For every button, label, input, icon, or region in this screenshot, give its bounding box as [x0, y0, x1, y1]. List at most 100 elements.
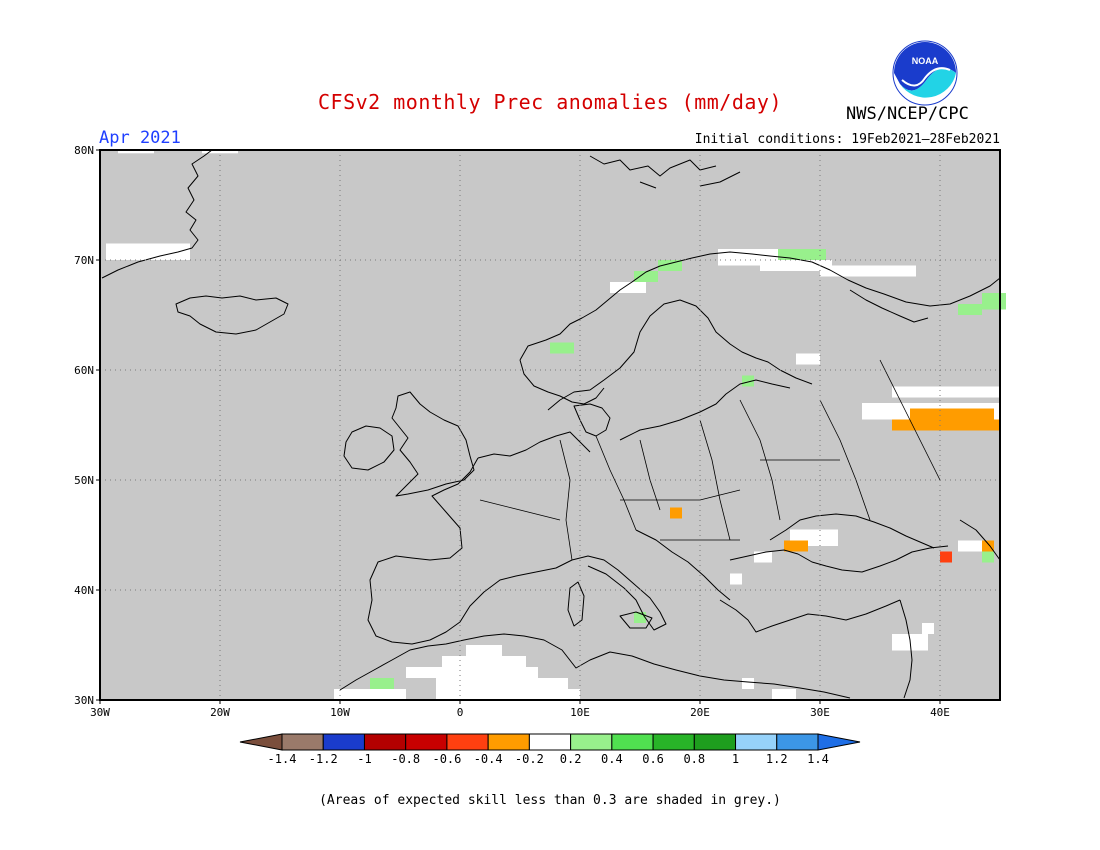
colorbar-box — [776, 733, 819, 751]
anomaly-cell — [106, 243, 190, 260]
colorbar-tick-label: 0.4 — [601, 752, 623, 766]
anomaly-cell — [670, 507, 682, 519]
anomaly-cell — [796, 353, 820, 365]
colorbar-box — [322, 733, 365, 751]
colorbar-tick-label: -1.2 — [309, 752, 338, 766]
coastline-ireland — [343, 425, 395, 471]
colorbar-arrow-high — [817, 733, 861, 751]
anomaly-cell — [610, 282, 646, 293]
anomaly-cell — [778, 249, 802, 260]
anomaly-cell — [550, 342, 574, 354]
colorbar-tick-label: 0.8 — [683, 752, 705, 766]
coastline-north-africa — [339, 633, 851, 699]
anomaly-cell — [982, 540, 994, 552]
anomaly-cell — [802, 249, 826, 260]
colorbar-box — [735, 733, 778, 751]
coastline-svalbard — [589, 155, 741, 189]
coastline-sardinia-corsica — [567, 581, 585, 627]
colorbar-tick-label: -0.6 — [432, 752, 461, 766]
colorbar-box — [611, 733, 654, 751]
y-tick-label: 60N — [74, 364, 94, 377]
colorbar-tick-label: -1 — [357, 752, 371, 766]
coastline-black-sea — [769, 513, 935, 549]
anomaly-cell — [442, 656, 526, 667]
y-tick-label: 50N — [74, 474, 94, 487]
map-frame — [99, 149, 1001, 701]
map-gridlines — [100, 150, 1000, 700]
skill-footnote: (Areas of expected skill less than 0.3 a… — [319, 793, 781, 808]
anomaly-cell — [940, 551, 952, 563]
initial-conditions: Initial conditions: 19Feb2021–28Feb2021 — [694, 132, 1000, 147]
colorbar-box — [363, 733, 407, 751]
anomaly-cell — [922, 623, 934, 634]
forecast-month: Apr 2021 — [99, 128, 181, 148]
noaa-logo-text: NOAA — [912, 56, 939, 66]
anomaly-cell — [370, 678, 394, 689]
anomaly-cell — [742, 375, 754, 387]
colorbar-tick-label: 1.2 — [766, 752, 788, 766]
anomaly-cell — [958, 304, 982, 315]
colorbar-box — [487, 733, 530, 751]
map-background — [100, 150, 1000, 700]
y-tick-label: 40N — [74, 584, 94, 597]
anomaly-cell — [658, 260, 682, 271]
x-tick-label: 30W — [90, 706, 110, 719]
coastline-great-britain — [391, 391, 475, 497]
colorbar-box — [528, 733, 572, 751]
anomaly-cell — [634, 612, 646, 623]
colorbar-tick-label: 0.6 — [642, 752, 664, 766]
agency-label: NWS/NCEP/CPC — [846, 104, 969, 124]
colorbar-tick-label: -0.8 — [391, 752, 420, 766]
coastline-white-sea — [849, 289, 929, 323]
anomaly-cell — [634, 271, 658, 282]
anomaly-cell — [982, 551, 994, 563]
map-title: CFSv2 monthly Prec anomalies (mm/day) — [317, 90, 783, 114]
anomaly-cell — [466, 645, 502, 656]
coastlines — [101, 149, 1001, 699]
colorbar-box — [405, 733, 448, 751]
x-tick-label: 10W — [330, 706, 350, 719]
colorbar-arrow-low — [239, 733, 283, 751]
anomaly-cell — [760, 260, 832, 271]
anomaly-cell — [820, 265, 916, 277]
anomaly-cell — [772, 689, 796, 700]
y-tick-label: 80N — [74, 144, 94, 157]
map-axis-labels: 30W 20W 10W 0 10E 20E 30E 40E 30N 40N 50N 60N 70N 80N — [74, 144, 950, 719]
colorbar-tick-label: 0.2 — [560, 752, 582, 766]
coastline-greece-turkey — [719, 545, 949, 633]
x-tick-label: 20W — [210, 706, 230, 719]
anomaly-cell — [910, 408, 994, 420]
coastline-denmark — [573, 403, 611, 437]
coastline-norway-south — [519, 359, 605, 405]
colorbar-box — [570, 733, 613, 751]
x-tick-label: 40E — [930, 706, 950, 719]
coastline-italy — [535, 529, 731, 631]
colorbar-box — [652, 733, 695, 751]
anomaly-cell — [754, 551, 772, 563]
colorbar-tick-label: -0.4 — [474, 752, 503, 766]
coastline-france-iberia — [367, 431, 591, 645]
colorbar-box — [693, 733, 737, 751]
y-tick-label: 70N — [74, 254, 94, 267]
colorbar-tick-label: 1.4 — [807, 752, 829, 766]
colorbar-box — [281, 733, 324, 751]
anomaly-cell — [784, 540, 808, 552]
anomaly-cell — [892, 386, 1012, 398]
anomaly-cell — [730, 573, 742, 585]
anomaly-cell — [202, 144, 238, 154]
anomaly-cell — [436, 689, 580, 700]
anomaly-cell — [892, 419, 1000, 431]
y-tick-label: 30N — [74, 694, 94, 707]
anomaly-cells — [106, 144, 1012, 700]
colorbar-box — [446, 733, 489, 751]
anomaly-cell — [436, 678, 568, 689]
anomaly-cell — [958, 540, 982, 552]
skill-mask — [100, 150, 1000, 700]
anomaly-cell — [334, 689, 406, 700]
coastline-greenland — [101, 149, 213, 279]
coastline-baltic — [619, 379, 791, 441]
colorbar-tick-label: -0.2 — [515, 752, 544, 766]
coastline-caspian — [959, 519, 1001, 561]
